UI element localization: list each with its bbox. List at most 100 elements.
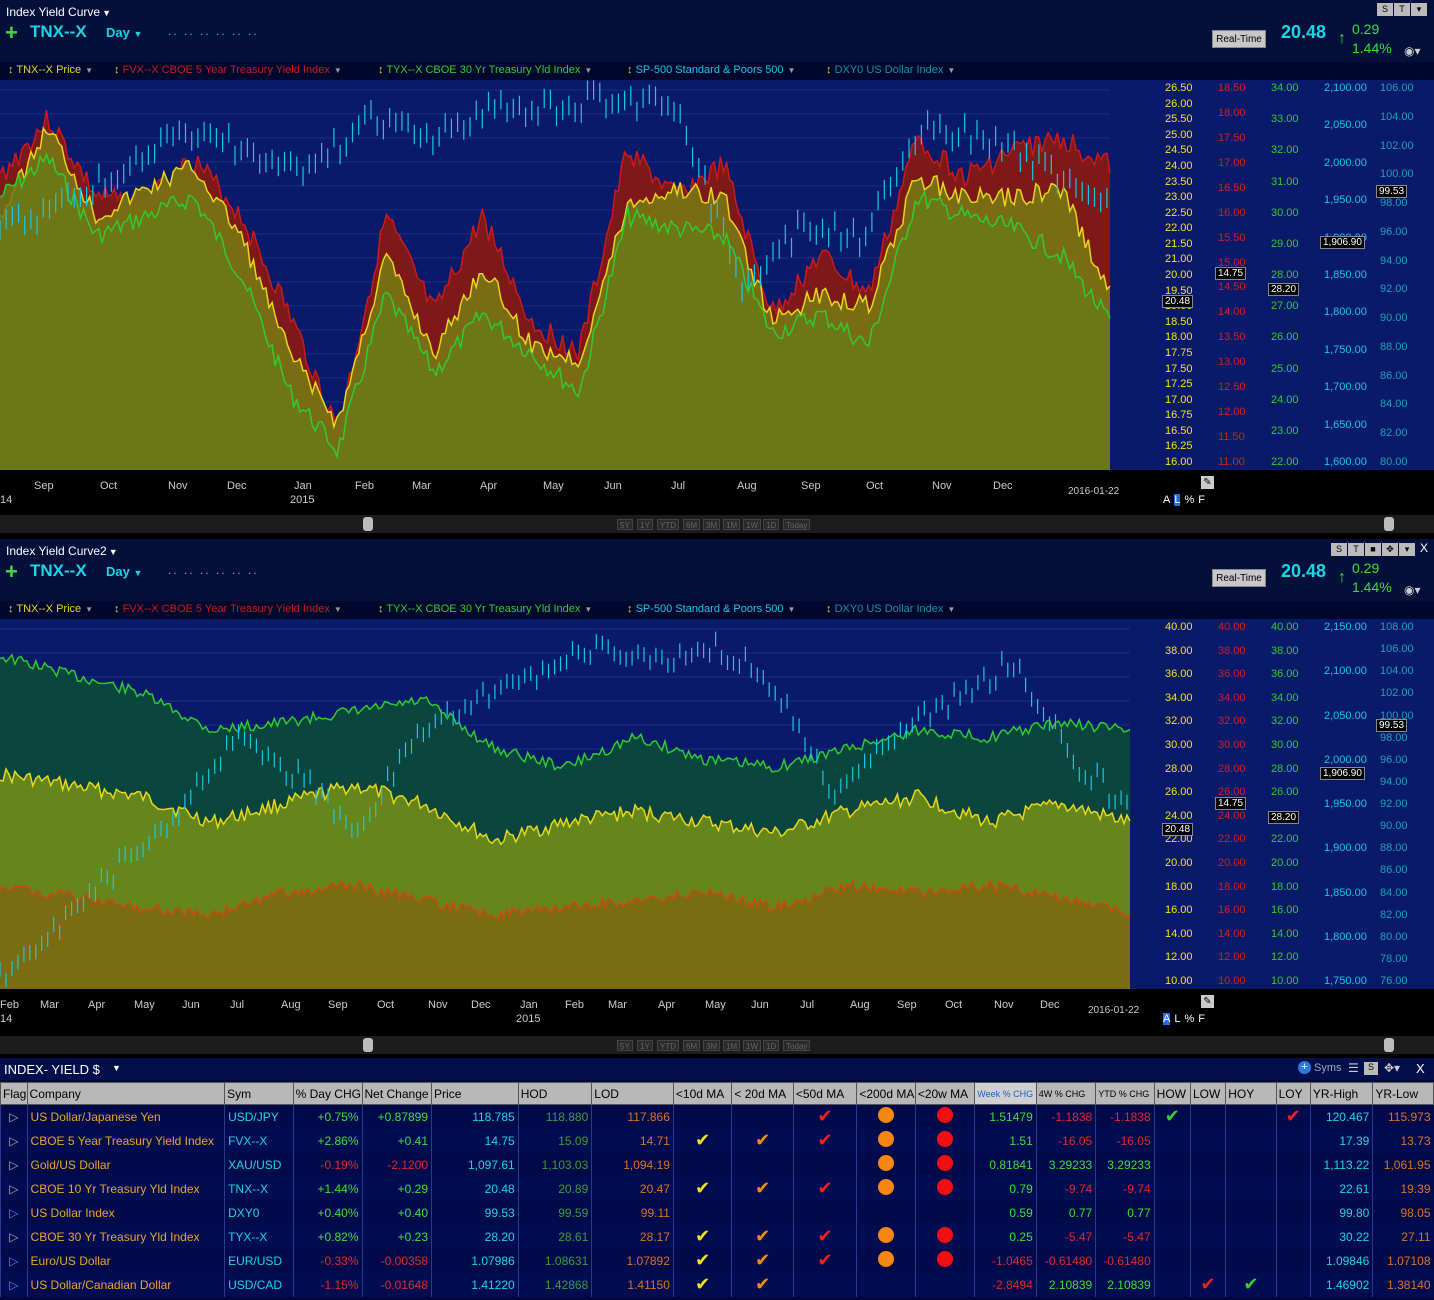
column-header[interactable]: LOD: [591, 1082, 674, 1105]
palette-icon[interactable]: ◉▾: [1404, 44, 1421, 58]
add-icon[interactable]: +: [1298, 1061, 1311, 1074]
draw-tool-icon[interactable]: ✎: [1201, 476, 1214, 489]
flag-icon[interactable]: ▷: [0, 1200, 28, 1225]
axis-mode-3[interactable]: F: [1198, 494, 1205, 506]
palette-icon[interactable]: ◉▾: [1404, 583, 1421, 597]
range-button[interactable]: 5Y: [617, 1040, 633, 1051]
axis-mode-2[interactable]: %: [1184, 1013, 1195, 1025]
template-icon[interactable]: T: [1348, 543, 1364, 556]
symbol-link-icon[interactable]: S: [1364, 1062, 1378, 1075]
range-navigator[interactable]: 5Y 1Y YTD 6M 3M 1M 1W 1D Today: [0, 515, 1434, 533]
add-symbol-icon[interactable]: +: [5, 20, 18, 45]
column-header[interactable]: < 20d MA: [731, 1082, 794, 1105]
menu-icon[interactable]: ▾: [1411, 3, 1427, 16]
axis-mode-2[interactable]: %: [1184, 494, 1195, 506]
table-row[interactable]: ▷ Euro/US Dollar EUR/USD -0.33% -0.00358 1.07…: [0, 1248, 1434, 1273]
axis-mode-0[interactable]: A: [1163, 1013, 1171, 1025]
range-button[interactable]: 3M: [703, 519, 721, 530]
price-chart[interactable]: [0, 80, 1434, 470]
column-header[interactable]: HOD: [517, 1082, 593, 1105]
table-row[interactable]: ▷ CBOE 30 Yr Treasury Yld Index TYX--X +0.8…: [0, 1224, 1434, 1249]
range-button[interactable]: YTD: [657, 1040, 679, 1051]
range-button[interactable]: 3M: [703, 1040, 721, 1051]
close-icon[interactable]: X: [1419, 541, 1428, 555]
column-header[interactable]: Company: [26, 1082, 226, 1105]
column-header[interactable]: <10d MA: [672, 1082, 733, 1105]
chart-canvas[interactable]: [0, 80, 1434, 470]
realtime-button[interactable]: Real-Time: [1212, 569, 1266, 587]
period-select[interactable]: Day ▼: [106, 564, 142, 579]
column-header[interactable]: YR-High: [1309, 1082, 1374, 1105]
close-icon[interactable]: X: [1416, 1061, 1425, 1076]
symbol-link-icon[interactable]: S: [1331, 543, 1347, 556]
price-chart[interactable]: [0, 619, 1434, 989]
legend-item[interactable]: ↕ SP-500 Standard & Poors 500 ▼: [627, 64, 795, 76]
table-row[interactable]: ▷ US Dollar/Japanese Yen USD/JPY +0.75% +0.8…: [0, 1104, 1434, 1129]
template-icon[interactable]: T: [1394, 3, 1410, 16]
range-button[interactable]: Today: [783, 1040, 811, 1051]
flag-icon[interactable]: ▷: [0, 1272, 28, 1297]
axis-mode-toggles[interactable]: A L% F: [1163, 494, 1209, 506]
legend-item[interactable]: ↕ DXY0 US Dollar Index ▼: [826, 64, 955, 76]
flag-icon[interactable]: ▷: [0, 1128, 28, 1153]
axis-mode-toggles[interactable]: A L% F: [1163, 1013, 1209, 1025]
axis-mode-3[interactable]: F: [1198, 1013, 1205, 1025]
table-row[interactable]: ▷ CBOE 10 Yr Treasury Yld Index TNX--X +1.4…: [0, 1176, 1434, 1201]
symbol-field[interactable]: TNX--X: [30, 561, 87, 580]
legend-item[interactable]: ↕ TYX--X CBOE 30 Yr Treasury Yld Index ▼: [378, 64, 592, 76]
range-button[interactable]: 1M: [723, 1040, 741, 1051]
column-header[interactable]: Flag: [0, 1082, 28, 1105]
range-button[interactable]: 1Y: [637, 519, 653, 530]
legend-item[interactable]: ↕ TNX--X Price ▼: [8, 64, 93, 76]
column-header[interactable]: Price: [431, 1082, 519, 1105]
range-button[interactable]: 1M: [723, 519, 741, 530]
study-slots[interactable]: .. .. .. .. .. ..: [168, 563, 259, 577]
column-header[interactable]: YR-Low: [1372, 1082, 1434, 1105]
symbol-field[interactable]: TNX--X: [30, 22, 87, 41]
range-navigator[interactable]: 5Y 1Y YTD 6M 3M 1M 1W 1D Today: [0, 1036, 1434, 1054]
flag-icon[interactable]: ▷: [0, 1104, 28, 1129]
column-header[interactable]: Week % CHG: [974, 1082, 1037, 1105]
realtime-button[interactable]: Real-Time: [1212, 30, 1266, 48]
window-title-menu[interactable]: Index Yield Curve ▼: [6, 5, 111, 19]
range-button[interactable]: Today: [783, 519, 811, 530]
legend-item[interactable]: ↕ TNX--X Price ▼: [8, 603, 93, 615]
symbol-link-icon[interactable]: S: [1377, 3, 1393, 16]
column-header[interactable]: YTD % CHG: [1095, 1082, 1155, 1105]
move-icon[interactable]: ✥▾: [1384, 1061, 1401, 1075]
range-handle-right[interactable]: [1384, 1038, 1394, 1052]
range-button[interactable]: YTD: [657, 519, 679, 530]
axis-mode-1[interactable]: L: [1174, 494, 1181, 506]
range-button[interactable]: 5Y: [617, 519, 633, 530]
column-header[interactable]: 4W % CHG: [1035, 1082, 1097, 1105]
column-header[interactable]: LOY: [1275, 1082, 1311, 1105]
chart-canvas[interactable]: [0, 619, 1434, 989]
column-header[interactable]: % Day CHG: [292, 1082, 363, 1105]
flag-icon[interactable]: ▷: [0, 1176, 28, 1201]
column-header[interactable]: <20w MA: [914, 1082, 976, 1105]
legend-item[interactable]: ↕ FVX--X CBOE 5 Year Treasury Yield Inde…: [114, 64, 342, 76]
add-symbol-icon[interactable]: +: [5, 559, 18, 584]
table-row[interactable]: ▷ US Dollar Index DXY0 +0.40% +0.40 99.53 99.5…: [0, 1200, 1434, 1225]
legend-item[interactable]: ↕ SP-500 Standard & Poors 500 ▼: [627, 603, 795, 615]
range-handle-right[interactable]: [1384, 517, 1394, 531]
range-button[interactable]: 1D: [763, 1040, 780, 1051]
range-button[interactable]: 1W: [743, 1040, 761, 1051]
flag-icon[interactable]: ▷: [0, 1248, 28, 1273]
range-handle-left[interactable]: [363, 517, 373, 531]
table-row[interactable]: ▷ Gold/US Dollar XAU/USD -0.19% -2.1200 1,097…: [0, 1152, 1434, 1177]
range-button[interactable]: 1W: [743, 519, 761, 530]
legend-item[interactable]: ↕ FVX--X CBOE 5 Year Treasury Yield Inde…: [114, 603, 342, 615]
chevron-down-icon[interactable]: ▼: [112, 1063, 121, 1073]
study-slots[interactable]: .. .. .. .. .. ..: [168, 24, 259, 38]
list-icon[interactable]: ☰: [1348, 1061, 1359, 1075]
legend-item[interactable]: ↕ DXY0 US Dollar Index ▼: [826, 603, 955, 615]
period-select[interactable]: Day ▼: [106, 25, 142, 40]
column-header[interactable]: LOW: [1189, 1082, 1227, 1105]
column-header[interactable]: Sym: [224, 1082, 294, 1105]
table-row[interactable]: ▷ US Dollar/Canadian Dollar USD/CAD -1.15% -…: [0, 1272, 1434, 1297]
window-title-menu[interactable]: Index Yield Curve2 ▼: [6, 544, 118, 558]
syms-label[interactable]: Syms: [1314, 1062, 1342, 1074]
column-header[interactable]: HOW: [1153, 1082, 1191, 1105]
column-header[interactable]: <50d MA: [792, 1082, 858, 1105]
